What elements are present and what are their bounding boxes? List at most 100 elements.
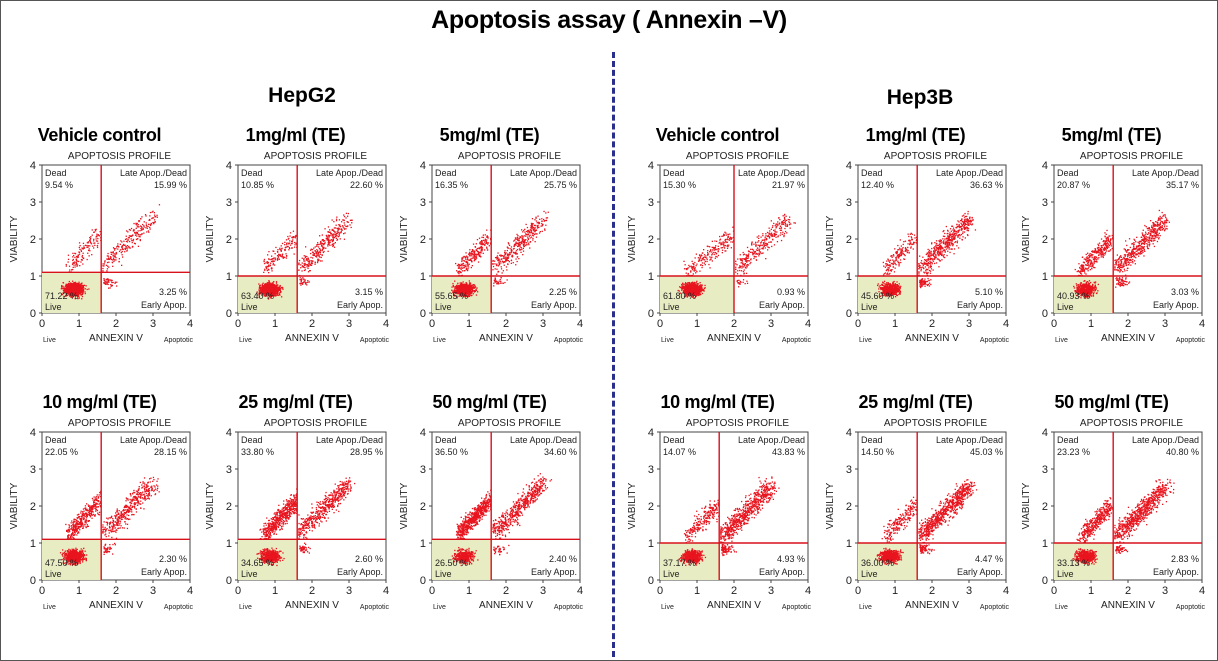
event-point [279,248,281,250]
event-point [309,270,311,272]
event-point [326,238,329,240]
event-point [273,258,275,260]
event-point [79,248,81,250]
event-point [510,250,512,252]
event-point [716,248,718,250]
event-point [523,245,526,247]
event-point [261,291,263,294]
event-point [65,288,68,290]
event-point [329,240,331,242]
event-point [527,240,529,242]
event-point [121,254,123,256]
event-point [263,284,266,287]
event-point [107,281,109,283]
event-point [110,256,112,258]
event-point [463,296,465,298]
event-point [325,234,327,237]
event-point [533,230,535,232]
event-point [468,291,470,293]
event-point [307,281,309,283]
event-point [541,230,543,232]
event-point [730,247,732,249]
event-point [341,228,343,230]
event-point [258,287,260,289]
event-point [298,262,300,264]
event-point [291,240,293,243]
event-point [72,284,74,287]
event-point [81,254,84,257]
event-point [77,256,79,258]
event-point [504,281,506,284]
event-point [74,281,77,283]
event-point [700,284,702,286]
event-point [269,285,271,287]
event-point [692,282,694,284]
event-point [266,287,268,289]
event-point [522,238,524,240]
event-point [62,285,64,288]
event-point [95,240,98,242]
event-point [772,238,774,240]
event-point [97,238,99,240]
event-point [71,269,73,271]
event-point [140,228,142,230]
event-point [471,294,473,297]
event-point [327,244,329,246]
event-point [736,280,738,283]
event-point [67,258,70,260]
event-point [266,294,268,296]
event-point [121,246,123,248]
event-point [331,244,333,246]
event-point [155,216,157,218]
event-point [518,243,520,245]
event-point [110,285,112,287]
event-point [706,245,708,247]
event-point [486,247,488,249]
event-point [304,256,306,258]
scatter-panel: 0 0 1 1 2 2 3 3 4 4 ANNEXIN V Live Apoptotic VIABILIT… [198,125,393,350]
event-point [311,260,313,262]
figure-title: Apoptosis assay ( Annexin –V) [431,6,787,34]
event-point [321,234,323,236]
event-point [336,239,338,241]
x-axis-left-label: Live [433,337,446,344]
event-point [276,285,278,287]
event-point [74,298,76,300]
event-point [459,288,461,291]
event-point [322,243,324,245]
event-point [126,238,128,240]
event-point [333,227,335,229]
event-point [268,294,271,296]
event-point [757,241,759,243]
event-point [149,215,151,217]
quadrant-live-value: 71.22 % [45,291,78,301]
event-point [258,283,260,285]
event-point [541,224,544,226]
event-point [466,294,468,296]
event-point [514,239,516,241]
event-point [264,283,267,285]
event-point [104,260,106,262]
event-point [71,294,73,297]
event-point [789,216,791,218]
event-point [71,287,73,289]
event-point [73,284,75,286]
event-point [279,285,281,287]
event-point [272,281,274,284]
event-point [463,255,465,258]
event-point [89,240,91,242]
event-point [336,232,339,234]
event-point [481,246,483,249]
event-point [76,264,79,266]
event-point [464,295,467,297]
event-point [315,251,317,253]
event-point [767,234,769,237]
event-point [108,281,110,283]
event-point [333,221,335,223]
event-point [93,247,95,249]
event-point [318,247,321,250]
event-point [62,292,64,294]
event-point [282,288,284,290]
event-point [274,291,276,294]
event-point [523,244,525,246]
